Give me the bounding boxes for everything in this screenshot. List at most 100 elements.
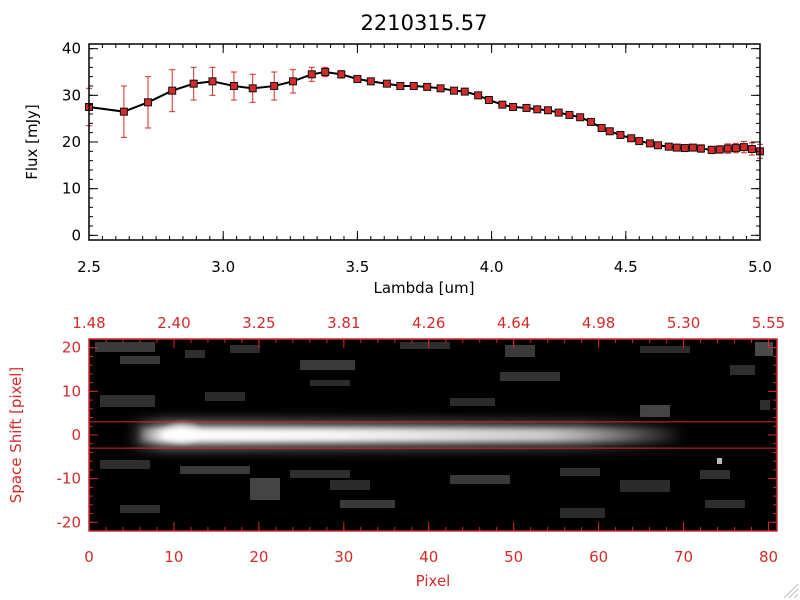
data-point <box>654 141 663 150</box>
top-tick-label: 3.25 <box>242 314 275 332</box>
image-y-ticks: -20 -10 0 10 20 <box>57 339 777 531</box>
data-point <box>731 144 740 153</box>
chart-title: 2210315.57 <box>361 11 488 35</box>
trace-peak <box>160 419 205 447</box>
data-point <box>533 105 542 114</box>
data-point <box>688 143 697 152</box>
data-point <box>248 84 257 93</box>
resize-grip[interactable] <box>783 583 799 599</box>
x-tick-label: 10 <box>164 548 183 566</box>
extraction-window-lines <box>89 421 777 449</box>
top-tick-label: 4.64 <box>497 314 530 332</box>
data-point <box>747 145 756 153</box>
image-y-axis-label: Space Shift [pixel] <box>7 367 25 504</box>
data-point <box>382 79 391 88</box>
data-point <box>119 107 128 116</box>
top-tick-label: 2.40 <box>157 314 190 332</box>
image-top-wavelength-ticks: 1.48 2.40 3.25 3.81 4.26 4.64 4.98 5.30 5.55 <box>72 314 785 348</box>
spectrum-y-ticks: 0 10 20 30 40 <box>62 40 760 244</box>
y-tick-label: 20 <box>62 339 81 357</box>
image-x-ticks: 0 10 20 30 40 50 60 70 80 <box>84 522 778 566</box>
top-tick-label: 5.55 <box>752 314 785 332</box>
y-tick-label: 20 <box>62 133 81 151</box>
data-point <box>586 117 595 126</box>
spectrum-plot-area <box>85 66 764 159</box>
y-tick-label: -10 <box>57 470 82 488</box>
x-tick-label: 40 <box>419 548 438 566</box>
x-tick-label: 0 <box>84 548 94 566</box>
spectral-trace <box>131 419 692 449</box>
data-point <box>307 70 316 79</box>
data-point <box>739 143 748 152</box>
spectrum-x-axis-label: Lambda [um] <box>374 279 475 297</box>
x-tick-label: 3.5 <box>345 258 369 276</box>
data-point <box>576 113 585 122</box>
data-point <box>522 103 531 112</box>
image-x-axis-label: Pixel <box>416 572 451 590</box>
data-point <box>436 84 445 93</box>
data-point <box>229 82 238 90</box>
x-tick-label: 70 <box>674 548 693 566</box>
top-tick-label: 4.26 <box>412 314 445 332</box>
x-tick-label: 60 <box>589 548 608 566</box>
data-point <box>409 82 418 90</box>
top-tick-label: 3.81 <box>327 314 360 332</box>
data-point <box>450 86 459 95</box>
trace-core <box>139 428 684 442</box>
data-point <box>208 77 217 86</box>
data-point <box>543 106 552 115</box>
spectrum-x-ticks: 2.5 3.0 3.5 4.0 4.5 5.0 <box>77 44 772 276</box>
y-tick-label: 10 <box>62 382 81 400</box>
data-point <box>707 145 716 154</box>
x-tick-label: 4.0 <box>480 258 504 276</box>
data-point <box>597 124 606 132</box>
data-point <box>423 82 432 91</box>
data-point <box>616 131 625 139</box>
data-point <box>270 82 279 90</box>
data-point <box>460 87 469 96</box>
data-point <box>353 75 362 83</box>
x-tick-label: 4.5 <box>614 258 638 276</box>
x-tick-label: 50 <box>504 548 523 566</box>
data-point <box>605 127 614 136</box>
data-point <box>645 139 654 148</box>
y-tick-label: 10 <box>62 180 81 198</box>
flux-line <box>88 70 761 153</box>
data-point <box>627 134 636 143</box>
noise-patches <box>95 342 773 518</box>
top-tick-label: 5.30 <box>667 314 700 332</box>
data-point <box>474 91 483 100</box>
data-point <box>396 82 405 90</box>
data-point <box>288 77 297 86</box>
data-point <box>680 144 689 153</box>
data-point <box>635 137 644 146</box>
data-point <box>664 142 673 151</box>
data-point <box>565 110 574 119</box>
data-point <box>337 70 346 79</box>
y-tick-label: 30 <box>62 86 81 104</box>
spectrum-y-axis-label: Flux [mJy] <box>23 104 41 180</box>
data-point <box>321 68 330 76</box>
x-tick-label: 2.5 <box>77 258 101 276</box>
image-chart: 0 10 20 30 40 50 60 70 80 -20 -10 0 10 20 1.48 2.40 3.… <box>7 314 785 590</box>
data-point <box>484 96 493 104</box>
y-tick-label: -20 <box>57 513 82 531</box>
data-point <box>189 79 198 88</box>
data-point <box>168 86 177 95</box>
y-tick-label: 0 <box>71 426 81 444</box>
x-tick-label: 3.0 <box>211 258 235 276</box>
data-point <box>144 98 153 107</box>
top-tick-label: 1.48 <box>72 314 105 332</box>
x-tick-label: 20 <box>249 548 268 566</box>
x-tick-label: 30 <box>334 548 353 566</box>
y-tick-label: 40 <box>62 40 81 58</box>
data-point <box>366 77 375 86</box>
x-tick-label: 5.0 <box>748 258 772 276</box>
data-point <box>696 144 705 153</box>
data-point <box>723 144 732 153</box>
spectrum-chart: 2210315.57 2.5 3.0 3.5 4.0 4.5 5.0 010203040 … <box>23 11 772 297</box>
y-tick-label: 0 <box>71 226 81 244</box>
top-tick-label: 4.98 <box>582 314 615 332</box>
data-point <box>554 108 563 117</box>
